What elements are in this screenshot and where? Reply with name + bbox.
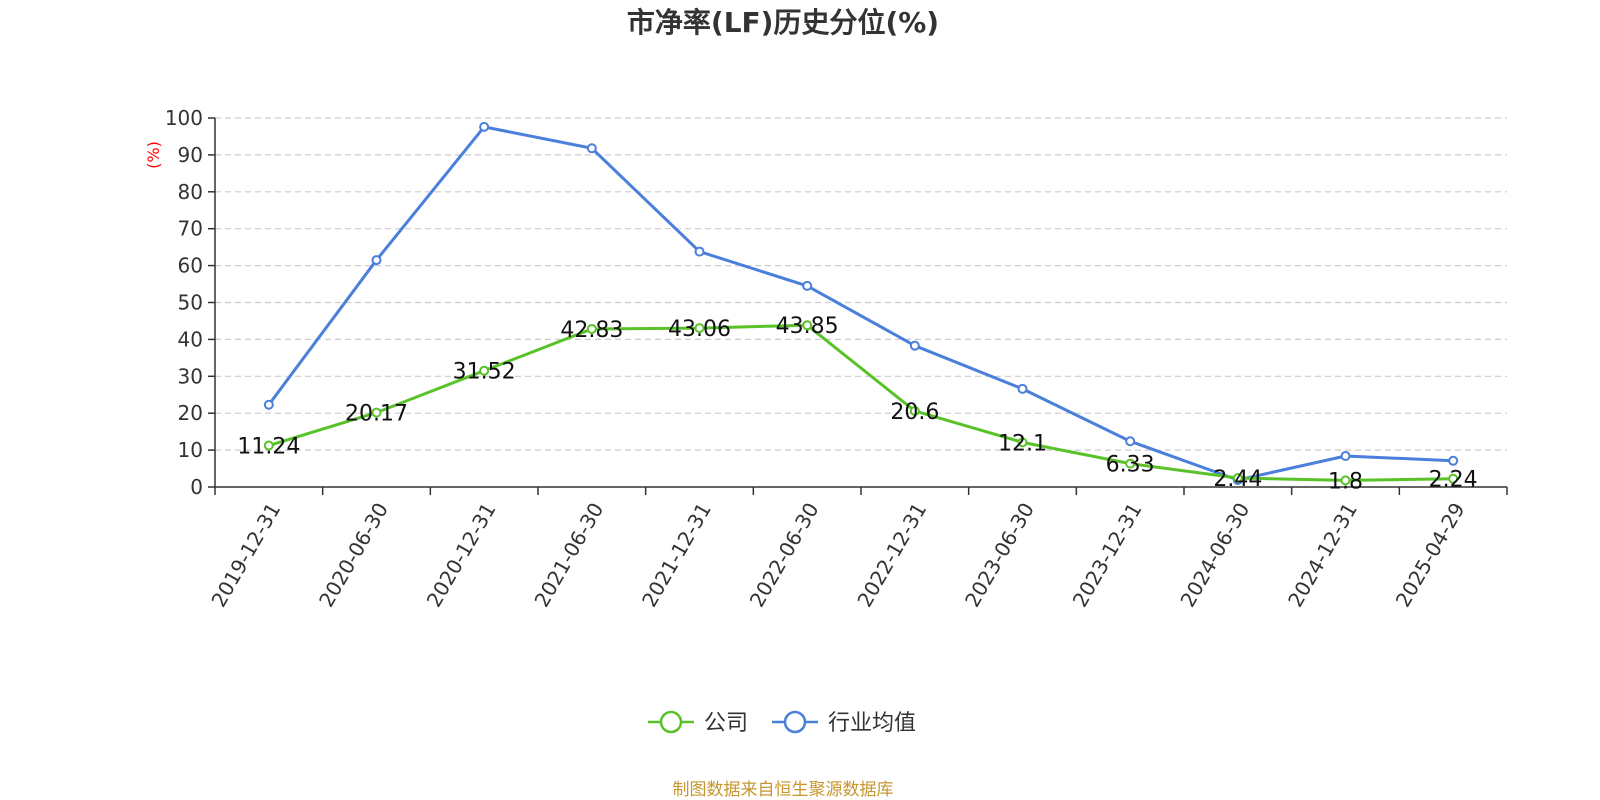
x-tick-label: 2023-12-31 <box>1068 499 1147 612</box>
data-label: 43.06 <box>668 317 731 342</box>
data-point <box>1017 383 1028 394</box>
y-tick-label: 70 <box>178 217 203 241</box>
y-axis-label: (%) <box>144 141 163 169</box>
y-tick-label: 100 <box>165 106 203 130</box>
data-point <box>371 407 382 418</box>
y-tick-label: 60 <box>178 254 203 278</box>
legend-item[interactable]: 公司 <box>648 710 748 736</box>
axes: 0 10 20 30 40 50 60 70 80 90 100 2019-12-31 2020-06-… <box>165 106 1508 612</box>
data-point <box>909 340 920 351</box>
x-tick-label: 2024-12-31 <box>1283 499 1362 612</box>
data-label: 11.24 <box>237 435 300 460</box>
data-point <box>479 365 490 376</box>
data-point <box>802 320 813 331</box>
y-tick-label: 0 <box>190 475 203 499</box>
y-tick-label: 10 <box>178 438 203 462</box>
y-tick-label: 20 <box>178 401 203 425</box>
data-label: 31.52 <box>453 360 516 385</box>
x-tick-label: 2020-12-31 <box>422 498 501 611</box>
y-tick-label: 40 <box>178 327 203 351</box>
data-point <box>802 280 813 291</box>
x-tick-label: 2022-06-30 <box>745 499 824 612</box>
x-tick-label: 2020-06-30 <box>314 499 393 612</box>
x-tick-label: 2021-06-30 <box>529 499 608 612</box>
data-point <box>1340 475 1351 486</box>
legend-marker <box>783 710 807 734</box>
data-point <box>1017 437 1028 448</box>
y-tick-label: 80 <box>178 180 203 204</box>
data-point <box>1125 458 1136 469</box>
chart-title: 市净率(LF)历史分位(%) <box>627 6 939 39</box>
x-tick-label: 2024-06-30 <box>1175 499 1254 612</box>
data-label: 12.1 <box>998 431 1047 456</box>
data-point <box>694 246 705 257</box>
data-label: 2.44 <box>1213 467 1262 492</box>
series-line <box>267 125 1454 482</box>
y-tick-label: 50 <box>178 291 203 315</box>
data-point <box>1448 473 1459 484</box>
data-labels: 11.24 20.17 31.52 42.83 43.06 43.85 20.6 12.1 6.… <box>237 314 1477 494</box>
data-label: 6.33 <box>1106 453 1155 478</box>
data-point <box>1232 472 1243 483</box>
data-point <box>263 440 274 451</box>
data-point <box>479 121 490 132</box>
series-line <box>268 323 1454 482</box>
data-point <box>909 405 920 416</box>
data-point <box>1125 436 1136 447</box>
x-tick-label: 2023-06-30 <box>960 499 1039 612</box>
data-point <box>263 399 274 410</box>
data-label: 43.85 <box>776 314 839 339</box>
data-point <box>694 323 705 334</box>
data-label: 2.24 <box>1429 468 1478 493</box>
data-label: 20.6 <box>890 400 939 425</box>
data-label: 1.8 <box>1328 469 1363 494</box>
data-point <box>1448 455 1459 466</box>
grid-lines <box>215 117 1507 451</box>
legend-label: 公司 <box>704 711 748 736</box>
data-label: 20.17 <box>345 402 408 427</box>
series-layer <box>263 121 1459 486</box>
legend-label: 行业均值 <box>828 711 916 736</box>
footer-source: 制图数据来自恒生聚源数据库 <box>673 780 894 800</box>
legend[interactable]: 公司 行业均值 <box>648 710 916 736</box>
y-tick-label: 90 <box>178 143 203 167</box>
data-label: 42.83 <box>560 318 623 343</box>
x-tick-label: 2019-12-31 <box>206 499 285 612</box>
legend-marker <box>659 710 683 734</box>
data-point <box>586 323 597 334</box>
x-tick-label: 2025-04-29 <box>1391 499 1470 612</box>
y-tick-label: 30 <box>178 364 203 388</box>
data-point <box>586 143 597 154</box>
x-tick-label: 2022-12-31 <box>852 498 931 611</box>
data-point <box>371 255 382 266</box>
x-tick-label: 2021-12-31 <box>637 499 716 612</box>
data-point <box>1340 451 1351 462</box>
legend-item[interactable]: 行业均值 <box>772 710 916 736</box>
